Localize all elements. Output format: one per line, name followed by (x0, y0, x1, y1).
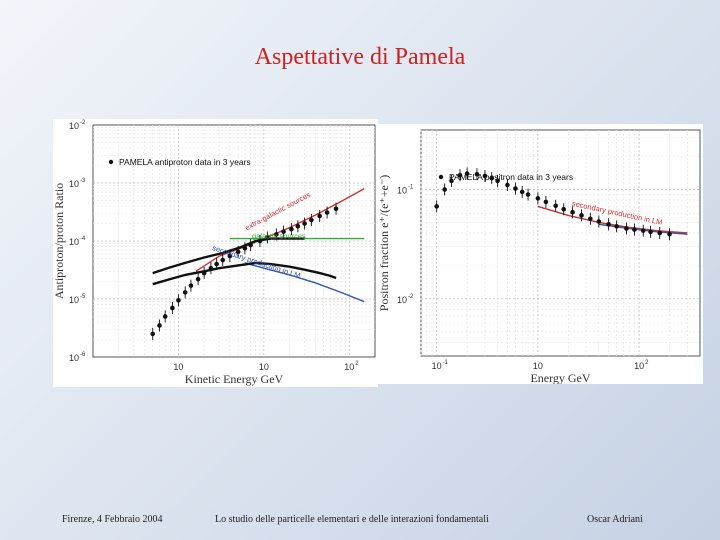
legend-label: PAMELA antiproton data in 3 years (119, 157, 251, 167)
data-point (579, 213, 584, 218)
footer-author: Oscar Adriani (587, 514, 643, 525)
y-tick-exponent: -6 (80, 352, 86, 358)
data-point (195, 276, 201, 282)
y-tick-label: 10 (69, 121, 79, 131)
data-point (624, 226, 629, 231)
data-point (505, 182, 510, 188)
data-point (302, 221, 307, 226)
footer-talk-title: Lo studio delle particelle elementari e … (215, 514, 489, 525)
data-point (614, 224, 619, 229)
y-tick-label: 10 (69, 237, 79, 247)
x-tick-exponent: 2 (355, 361, 359, 367)
data-point (553, 203, 558, 209)
data-point (449, 178, 454, 184)
data-point (162, 314, 168, 319)
data-point (220, 257, 226, 263)
data-point (157, 323, 162, 328)
model-curve (537, 205, 688, 234)
y-tick-label: 10 (69, 179, 79, 189)
x-tick-label: 10 (432, 361, 442, 371)
x-tick-exponent: 2 (645, 360, 649, 366)
footer-location-date: Firenze, 4 Febbraio 2004 (62, 514, 163, 525)
data-point (495, 178, 500, 184)
x-axis-label: Energy GeV (530, 371, 590, 384)
data-point (170, 305, 175, 311)
y-tick-label: 10 (397, 185, 407, 195)
data-point (464, 171, 470, 176)
data-point (632, 227, 637, 232)
data-point (434, 204, 439, 209)
legend-label: PAMELA positron data in 3 years (449, 172, 573, 182)
data-point (640, 228, 646, 233)
data-point (289, 226, 294, 232)
y-tick-exponent: -2 (408, 294, 414, 300)
y-axis-label: Positron fraction e⁺/(e⁺+e⁻) (378, 175, 391, 311)
data-point (214, 261, 219, 267)
data-point (235, 249, 241, 255)
data-point (227, 253, 233, 259)
y-tick-label: 10 (397, 295, 407, 305)
data-point (324, 210, 330, 215)
y-tick-label: 10 (69, 353, 79, 363)
data-point (513, 186, 518, 191)
data-point (176, 297, 181, 303)
x-tick-label: 10 (173, 362, 183, 372)
y-tick-exponent: -1 (408, 184, 414, 190)
data-point (442, 187, 447, 192)
data-point (295, 223, 301, 229)
y-tick-exponent: -2 (80, 120, 86, 126)
data-point (274, 232, 279, 237)
data-point (333, 206, 339, 212)
data-point (182, 290, 188, 295)
data-point (667, 231, 672, 237)
y-tick-exponent: -4 (80, 236, 86, 242)
data-point (309, 217, 314, 223)
data-point (657, 230, 663, 236)
data-point (482, 173, 488, 179)
data-point (596, 219, 602, 224)
data-point (535, 196, 541, 201)
legend-marker (108, 159, 114, 165)
x-tick-label: 10 (259, 362, 269, 372)
data-point (457, 172, 463, 178)
x-axis-label: Kinetic Energy GeV (185, 372, 284, 386)
data-point (519, 189, 525, 195)
data-point (543, 199, 549, 205)
data-point (474, 171, 480, 177)
legend-marker (438, 174, 444, 180)
data-point (648, 229, 653, 235)
data-point (561, 206, 567, 212)
data-point (188, 283, 194, 288)
x-tick-exponent: -1 (443, 360, 449, 366)
x-tick-label: 10 (634, 361, 644, 371)
y-axis-label: Antiproton/proton Ratio (53, 183, 66, 299)
data-point (317, 213, 322, 219)
positron-fraction-chart: 10 -1 10 -2 10 -1 10 10 2 Energy GeV Positron frac… (378, 124, 703, 384)
y-tick-exponent: -3 (80, 178, 86, 184)
plot-frame (420, 129, 701, 357)
antiproton-ratio-chart: 10 -2 10 -3 10 -4 10 -5 10 -6 10 10 10 2 Kinetic Energ… (53, 119, 378, 387)
slide-title: Aspettative di Pamela (254, 44, 466, 70)
model-curve (244, 262, 365, 303)
data-point (525, 192, 531, 197)
model-annotation: galactic sources (252, 232, 306, 241)
data-point (489, 175, 495, 181)
data-point (588, 216, 593, 222)
data-point (606, 222, 611, 227)
y-tick-label: 10 (69, 295, 79, 305)
data-point (281, 229, 286, 234)
x-tick-label: 10 (344, 362, 354, 372)
data-curve (152, 261, 337, 286)
data-point (570, 209, 575, 215)
y-tick-exponent: -5 (80, 294, 86, 300)
data-point (150, 331, 156, 337)
x-tick-label: 10 (533, 361, 543, 371)
data-curve (152, 237, 305, 275)
